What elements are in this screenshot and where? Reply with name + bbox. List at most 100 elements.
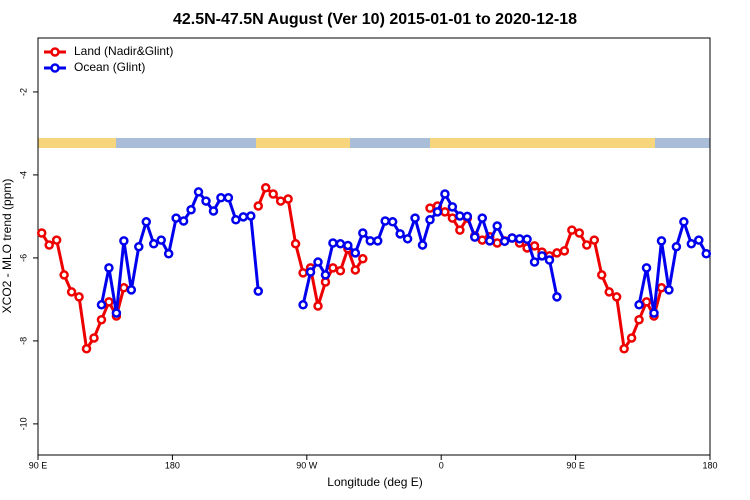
data-point: [514, 234, 525, 244]
data-point: [148, 239, 159, 249]
data-point: [462, 211, 473, 222]
y-tick-label: -2: [18, 88, 28, 96]
data-point: [208, 206, 219, 216]
y-tick-label: -10: [18, 417, 28, 430]
data-point: [74, 292, 84, 302]
data-point: [544, 255, 555, 265]
data-point: [96, 300, 107, 310]
data-point: [298, 300, 308, 310]
data-point: [104, 263, 114, 273]
data-point: [589, 235, 600, 245]
data-point: [694, 235, 704, 245]
data-point: [253, 286, 264, 296]
legend-label: Ocean (Glint): [74, 60, 145, 74]
data-point: [59, 270, 69, 280]
data-point: [492, 221, 502, 231]
data-point: [477, 213, 488, 223]
data-point: [492, 238, 502, 248]
data-point: [417, 240, 428, 250]
data-point: [425, 214, 435, 225]
data-point: [246, 211, 256, 221]
data-point: [51, 235, 62, 245]
x-tick-label: 180: [702, 460, 717, 470]
chart-title: 42.5N-47.5N August (Ver 10) 2015-01-01 t…: [173, 11, 577, 28]
data-point: [268, 189, 278, 199]
data-point: [328, 263, 338, 273]
data-point: [238, 212, 249, 222]
data-point: [574, 228, 585, 238]
data-point: [186, 205, 196, 215]
x-axis-label: Longitude (deg E): [327, 475, 422, 489]
data-point: [104, 297, 114, 307]
data-point: [567, 225, 577, 235]
data-point: [686, 239, 697, 249]
data-point: [582, 240, 592, 250]
data-point: [455, 211, 465, 221]
data-point: [134, 241, 144, 252]
data-point: [89, 333, 99, 343]
data-point: [596, 270, 607, 280]
data-point: [410, 213, 420, 223]
data-point: [141, 217, 152, 227]
data-point: [81, 344, 92, 354]
data-point: [425, 203, 435, 213]
data-point: [298, 268, 308, 278]
data-point: [455, 225, 465, 235]
data-point: [537, 251, 547, 261]
data-point: [201, 196, 211, 206]
data-point: [163, 249, 174, 259]
x-tick-label: 90 E: [29, 460, 48, 470]
data-point: [626, 333, 637, 343]
data-point: [559, 246, 570, 256]
x-tick-label: 0: [439, 460, 444, 470]
data-point: [380, 216, 390, 226]
data-point: [350, 265, 361, 275]
data-point: [358, 253, 368, 264]
legend-marker: [50, 63, 60, 73]
data-point: [111, 308, 122, 318]
data-point: [313, 257, 323, 267]
data-point: [529, 241, 540, 251]
data-point: [619, 344, 629, 354]
data-point: [552, 292, 562, 302]
x-tick-label: 90 W: [296, 460, 318, 470]
data-point: [447, 213, 458, 223]
data-point: [216, 192, 226, 203]
y-tick-label: -6: [18, 254, 28, 262]
data-point: [119, 236, 129, 246]
data-point: [126, 285, 137, 295]
data-point: [253, 201, 264, 211]
data-point: [365, 236, 376, 246]
data-point: [656, 236, 667, 246]
data-point: [119, 283, 129, 293]
data-point: [231, 214, 241, 225]
data-point: [96, 314, 107, 325]
data-point: [223, 192, 234, 203]
y-axis-label: XCO2 - MLO trend (ppm): [0, 179, 14, 314]
y-tick-label: -8: [18, 337, 28, 345]
data-point: [507, 233, 517, 243]
data-point: [641, 263, 652, 273]
data-point: [477, 235, 488, 245]
data-point: [335, 266, 346, 276]
data-point: [343, 240, 353, 251]
data-point: [178, 216, 189, 226]
data-point: [671, 241, 682, 252]
data-point: [44, 240, 54, 250]
data-point: [305, 267, 316, 277]
data-point: [350, 248, 361, 258]
data-point: [679, 217, 689, 227]
plot-frame: [37, 37, 711, 456]
data-point: [283, 194, 293, 204]
data-point: [66, 287, 77, 297]
x-tick-label: 90 E: [566, 460, 585, 470]
data-point: [260, 183, 271, 193]
data-point: [641, 297, 652, 307]
data-point: [604, 287, 614, 297]
data-point: [335, 239, 346, 249]
x-tick-label: 180: [165, 460, 180, 470]
surface-strip: [38, 138, 710, 148]
data-point: [395, 229, 405, 239]
data-point: [320, 270, 331, 280]
data-point: [701, 249, 712, 259]
